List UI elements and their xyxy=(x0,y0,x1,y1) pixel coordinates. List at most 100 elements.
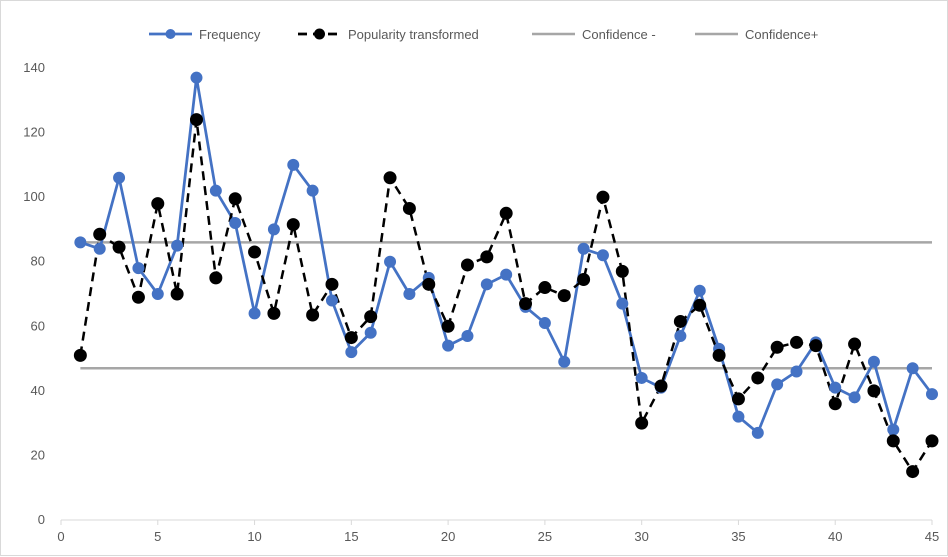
data-point-popularity-transformed xyxy=(615,264,629,278)
data-point-popularity-transformed xyxy=(93,227,107,241)
legend-label: Confidence+ xyxy=(745,27,818,42)
axes: 0 20 40 60 80 100 120 140 0 5 10 15 20 25 30 35 40 45 xyxy=(23,60,939,544)
data-point-popularity-transformed xyxy=(248,245,262,259)
data-point-frequency xyxy=(926,388,938,401)
data-point-popularity-transformed xyxy=(112,240,126,254)
y-tick-label: 120 xyxy=(23,125,45,140)
legend-label: Frequency xyxy=(199,27,261,42)
data-point-frequency xyxy=(674,329,687,342)
data-point-frequency xyxy=(74,236,87,249)
data-point-popularity-transformed xyxy=(654,379,668,393)
data-point-popularity-transformed xyxy=(151,197,165,211)
data-point-frequency xyxy=(848,391,861,404)
data-point-popularity-transformed xyxy=(441,319,455,333)
data-point-frequency xyxy=(693,284,706,297)
y-tick-label: 80 xyxy=(31,254,45,269)
legend-item-frequency: Frequency xyxy=(149,27,261,42)
legend-item-popularity-transformed: Popularity transformed xyxy=(298,27,479,42)
legend-swatch-marker xyxy=(314,28,325,40)
data-point-popularity-transformed xyxy=(189,113,203,127)
data-point-popularity-transformed xyxy=(867,384,881,398)
data-point-popularity-transformed xyxy=(364,310,378,324)
series-line-popularity-transformed xyxy=(79,118,934,473)
data-point-frequency xyxy=(829,381,842,394)
y-tick-label: 0 xyxy=(38,512,45,527)
data-point-frequency xyxy=(287,158,300,171)
legend-label: Popularity transformed xyxy=(348,27,479,42)
data-point-popularity-transformed xyxy=(828,397,842,411)
data-point-popularity-transformed xyxy=(306,308,320,322)
series-line-frequency xyxy=(79,76,934,435)
data-point-popularity-transformed xyxy=(557,289,571,303)
data-point-frequency xyxy=(403,288,416,300)
data-point-popularity-transformed xyxy=(519,297,533,311)
data-point-popularity-transformed xyxy=(635,416,649,430)
y-tick-label: 60 xyxy=(31,318,45,333)
data-point-frequency xyxy=(345,346,358,359)
data-point-popularity-transformed xyxy=(731,392,745,406)
data-point-frequency xyxy=(635,371,648,384)
data-point-frequency xyxy=(480,278,493,291)
y-tick-label: 40 xyxy=(31,383,45,398)
data-point-frequency xyxy=(577,242,590,255)
data-point-popularity-transformed xyxy=(848,337,862,351)
data-point-frequency xyxy=(558,355,571,368)
data-point-frequency xyxy=(771,378,784,391)
x-tick-label: 35 xyxy=(731,529,745,544)
data-point-popularity-transformed xyxy=(325,277,339,291)
data-point-frequency xyxy=(171,239,184,252)
data-point-popularity-transformed xyxy=(693,298,707,312)
x-tick-label: 20 xyxy=(441,529,455,544)
data-point-frequency xyxy=(906,362,919,375)
data-point-popularity-transformed xyxy=(906,465,920,479)
legend-item-confidence-minus: Confidence - xyxy=(532,27,656,42)
data-point-frequency xyxy=(229,216,242,229)
data-point-frequency xyxy=(364,326,377,339)
data-point-frequency xyxy=(209,184,222,197)
x-tick-label: 10 xyxy=(247,529,261,544)
data-point-popularity-transformed xyxy=(538,281,552,295)
data-point-popularity-transformed xyxy=(577,272,591,286)
data-point-popularity-transformed xyxy=(383,171,397,185)
data-point-frequency xyxy=(267,223,280,236)
data-point-frequency xyxy=(500,268,513,281)
data-point-popularity-transformed xyxy=(480,250,494,264)
x-tick-label: 40 xyxy=(828,529,842,544)
data-point-frequency xyxy=(132,262,145,275)
x-tick-label: 15 xyxy=(344,529,358,544)
data-point-popularity-transformed xyxy=(228,192,242,206)
x-tick-label: 25 xyxy=(538,529,552,544)
data-point-popularity-transformed xyxy=(751,371,765,385)
data-point-frequency xyxy=(248,307,261,320)
data-point-frequency xyxy=(442,339,455,352)
data-point-popularity-transformed xyxy=(402,201,416,215)
confidence-lines xyxy=(80,241,932,370)
data-point-frequency xyxy=(596,249,609,262)
data-point-frequency xyxy=(867,355,880,368)
legend: Frequency Popularity transformed Confidenc… xyxy=(149,27,818,42)
data-point-popularity-transformed xyxy=(170,287,184,301)
data-point-popularity-transformed xyxy=(596,190,610,204)
data-point-popularity-transformed xyxy=(886,434,900,448)
y-tick-label: 20 xyxy=(31,447,45,462)
x-tick-label: 30 xyxy=(634,529,648,544)
data-point-popularity-transformed xyxy=(422,277,436,291)
data-point-frequency xyxy=(325,294,338,307)
x-tick-label: 5 xyxy=(154,529,161,544)
legend-swatch-marker xyxy=(165,29,176,39)
legend-item-confidence-plus: Confidence+ xyxy=(695,27,818,42)
data-point-frequency xyxy=(384,255,397,268)
data-point-popularity-transformed xyxy=(209,271,223,285)
data-point-popularity-transformed xyxy=(460,258,474,272)
data-point-popularity-transformed xyxy=(809,339,823,353)
data-point-frequency xyxy=(113,171,126,184)
data-point-popularity-transformed xyxy=(267,306,281,320)
data-point-popularity-transformed xyxy=(712,348,726,362)
data-point-frequency xyxy=(790,365,803,378)
data-point-frequency xyxy=(306,184,319,197)
data-point-frequency xyxy=(732,410,745,423)
data-point-popularity-transformed xyxy=(925,434,939,448)
data-point-popularity-transformed xyxy=(499,206,513,220)
